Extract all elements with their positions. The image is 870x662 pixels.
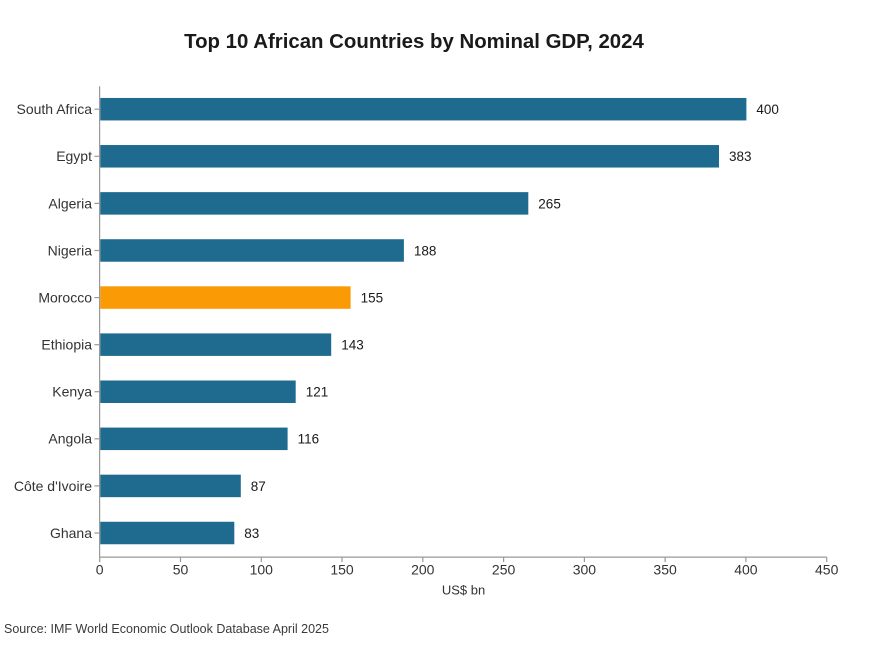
- svg-text:Nigeria: Nigeria: [48, 242, 93, 258]
- svg-text:121: 121: [306, 385, 329, 400]
- svg-text:400: 400: [756, 102, 779, 117]
- svg-text:200: 200: [411, 561, 435, 577]
- svg-text:0: 0: [96, 561, 104, 577]
- svg-text:300: 300: [573, 561, 597, 577]
- svg-text:Ethiopia: Ethiopia: [41, 337, 92, 353]
- svg-text:250: 250: [492, 561, 516, 577]
- svg-text:Algeria: Algeria: [48, 195, 92, 211]
- svg-text:Kenya: Kenya: [52, 384, 92, 400]
- svg-text:Ghana: Ghana: [50, 525, 92, 541]
- svg-text:100: 100: [250, 561, 274, 577]
- svg-text:143: 143: [341, 338, 364, 353]
- svg-text:Morocco: Morocco: [38, 290, 92, 306]
- svg-text:116: 116: [298, 432, 320, 447]
- svg-text:150: 150: [330, 561, 354, 577]
- svg-text:Top 10 African Countries by No: Top 10 African Countries by Nominal GDP,…: [184, 31, 644, 53]
- svg-text:188: 188: [414, 243, 437, 258]
- svg-text:265: 265: [538, 196, 561, 211]
- svg-text:Côte d'Ivoire: Côte d'Ivoire: [14, 478, 92, 494]
- svg-text:383: 383: [729, 149, 752, 164]
- svg-text:83: 83: [244, 526, 259, 541]
- svg-text:Egypt: Egypt: [56, 148, 92, 164]
- svg-text:Angola: Angola: [48, 431, 92, 447]
- svg-text:50: 50: [173, 561, 189, 577]
- svg-text:South Africa: South Africa: [17, 101, 93, 117]
- svg-text:350: 350: [653, 561, 677, 577]
- svg-text:450: 450: [815, 561, 839, 577]
- svg-text:US$ bn: US$ bn: [442, 582, 485, 597]
- svg-text:400: 400: [734, 561, 758, 577]
- svg-text:Source: IMF World Economic Out: Source: IMF World Economic Outlook Datab…: [4, 622, 329, 636]
- svg-text:155: 155: [361, 291, 384, 306]
- svg-text:87: 87: [251, 479, 266, 494]
